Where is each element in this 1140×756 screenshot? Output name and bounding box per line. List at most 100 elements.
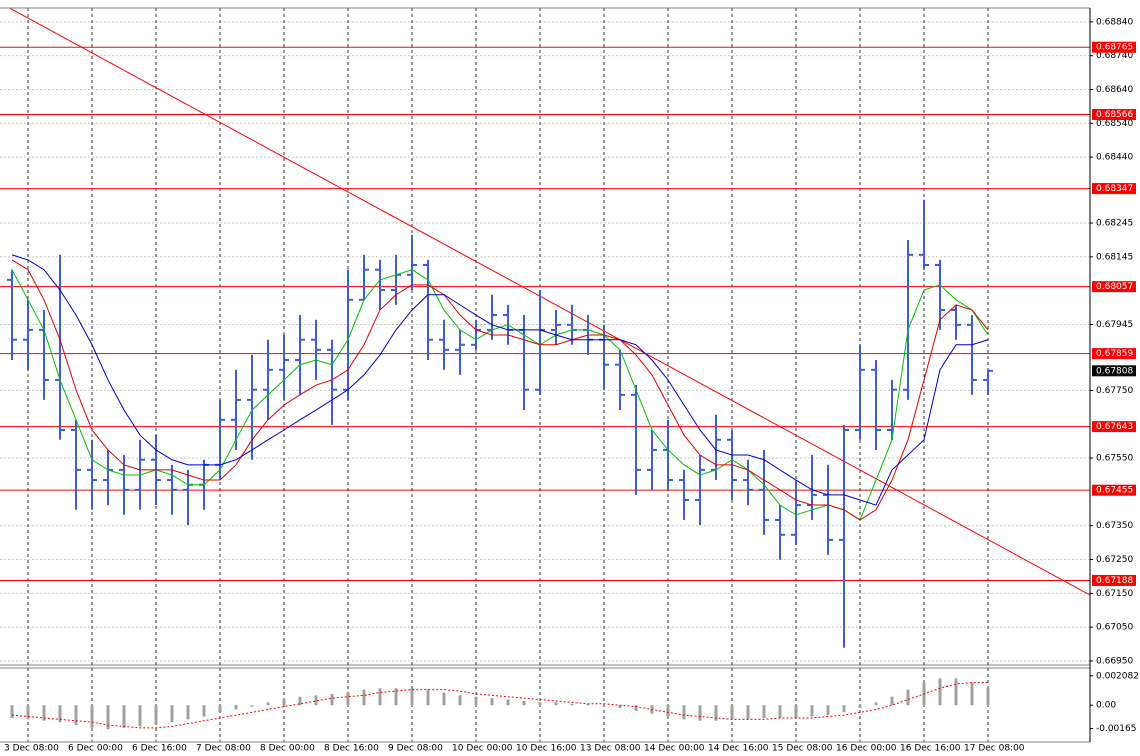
oscillator-bar (826, 705, 830, 716)
oscillator-bar (730, 705, 734, 720)
level-label-box (1092, 183, 1136, 195)
x-tick-label: 3 Dec 08:00 (4, 744, 59, 754)
oscillator-bar (938, 678, 942, 706)
oscillator-bar (410, 688, 414, 706)
oscillator-bar (602, 705, 606, 707)
level-label-box (1092, 109, 1136, 121)
y-tick-label: 0.68740 (1096, 51, 1133, 61)
y-tick-label: 0.68840 (1096, 17, 1133, 27)
oscillator-bar (794, 705, 798, 718)
oscillator-bar (618, 705, 622, 709)
oscillator-bar (314, 695, 318, 706)
moving-average (11, 259, 989, 521)
level-label: 0.67859 (1096, 349, 1133, 359)
level-label: 0.68057 (1096, 282, 1133, 292)
oscillator-bar (362, 689, 366, 706)
trendline (9, 7, 1091, 596)
x-tick-label: 9 Dec 08:00 (388, 744, 443, 754)
level-label-box (1092, 348, 1136, 360)
x-tick-label: 6 Dec 00:00 (68, 744, 123, 754)
oscillator-bar (26, 705, 30, 720)
oscillator-bar (970, 682, 974, 706)
oscillator-bar (778, 705, 782, 718)
oscillator-bar (186, 705, 190, 720)
oscillator-bar (570, 703, 574, 706)
x-tick-label: 10 Dec 16:00 (516, 744, 577, 754)
level-label-box (1092, 281, 1136, 293)
oscillator-bar (58, 705, 62, 723)
oscillator-bar (762, 705, 766, 718)
oscillator-bar (810, 705, 814, 717)
oscillator-bar (234, 705, 238, 710)
oscillator-bar (714, 705, 718, 721)
x-tick-label: 10 Dec 00:00 (452, 744, 513, 754)
oscillator-bar (90, 705, 94, 728)
x-tick-label: 8 Dec 00:00 (260, 744, 315, 754)
oscillator-bar (442, 692, 446, 706)
x-tick-label: 8 Dec 16:00 (324, 744, 379, 754)
level-label-box (1092, 574, 1136, 586)
y-tick-label: 0.68640 (1096, 85, 1133, 95)
y-tick-label: 0.00 (1096, 701, 1116, 711)
oscillator-bar (298, 696, 302, 706)
oscillator-bar (954, 678, 958, 706)
y-tick-label: -0.00165 (1096, 724, 1136, 734)
oscillator-bar (458, 695, 462, 706)
oscillator-bar (170, 705, 174, 723)
oscillator-bar (842, 705, 846, 713)
y-tick-label: 0.68145 (1096, 252, 1133, 262)
y-tick-label: 0.66950 (1096, 656, 1133, 666)
oscillator-bar (250, 705, 254, 707)
y-tick-label: 0.67350 (1096, 521, 1133, 531)
oscillator-bar (378, 688, 382, 706)
oscillator-bar (474, 696, 478, 706)
last-price-label: 0.67808 (1096, 366, 1133, 376)
oscillator-bar (74, 705, 78, 726)
level-label-box (1092, 484, 1136, 496)
last-price-box (1092, 365, 1136, 377)
y-tick-label: 0.68540 (1096, 119, 1133, 129)
level-label: 0.67643 (1096, 422, 1133, 432)
y-tick-label: 0.67750 (1096, 386, 1133, 396)
oscillator-bar (282, 699, 286, 706)
oscillator-bar (586, 703, 590, 706)
oscillator-bar (266, 702, 270, 706)
oscillator-bar (202, 705, 206, 717)
level-label: 0.68347 (1096, 184, 1133, 194)
oscillator-bar (10, 705, 14, 718)
oscillator-bar (746, 705, 750, 720)
oscillator-bar (506, 699, 510, 706)
x-tick-label: 16 Dec 00:00 (836, 744, 897, 754)
oscillator-bar (138, 705, 142, 727)
y-tick-label: 0.67050 (1096, 623, 1133, 633)
oscillator-bar (698, 705, 702, 721)
oscillator-bar (330, 693, 334, 706)
level-label: 0.68765 (1096, 43, 1133, 53)
oscillator-bar (874, 702, 878, 706)
level-label: 0.68566 (1096, 110, 1133, 120)
x-tick-label: 14 Dec 00:00 (644, 744, 705, 754)
x-tick-label: 6 Dec 16:00 (132, 744, 187, 754)
moving-average (11, 254, 989, 506)
oscillator-bar (554, 702, 558, 706)
oscillator-bar (986, 688, 990, 706)
y-tick-label: 0.67945 (1096, 320, 1133, 330)
x-tick-label: 15 Dec 08:00 (772, 744, 833, 754)
x-tick-label: 14 Dec 16:00 (708, 744, 769, 754)
oscillator-bar (682, 705, 686, 720)
oscillator-bar (858, 705, 862, 709)
oscillator-bar (218, 705, 222, 713)
signal-line (11, 682, 988, 729)
y-tick-label: 0.68245 (1096, 219, 1133, 229)
level-label: 0.67188 (1096, 576, 1133, 586)
oscillator-bar (122, 705, 126, 728)
oscillator-bar (42, 705, 46, 721)
y-tick-label: 0.002082 (1096, 671, 1139, 681)
y-tick-label: 0.67150 (1096, 589, 1133, 599)
y-tick-label: 0.68440 (1096, 153, 1133, 163)
oscillator-bar (346, 692, 350, 706)
oscillator-bar (426, 689, 430, 706)
